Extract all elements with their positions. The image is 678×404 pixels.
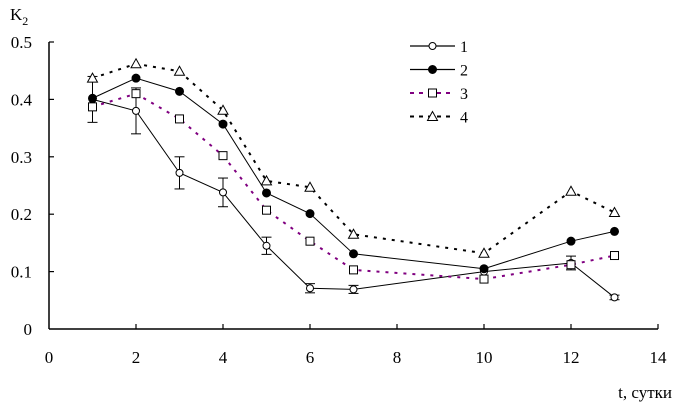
legend-label: 4 bbox=[460, 110, 468, 127]
y-axis-title: K2 bbox=[10, 5, 28, 28]
open-circle-marker bbox=[219, 188, 227, 197]
legend-item-1: 1 bbox=[410, 39, 468, 56]
open-circle-marker bbox=[262, 241, 271, 250]
open-triangle-marker bbox=[304, 181, 316, 192]
open-triangle-marker bbox=[565, 185, 577, 196]
x-tick-label: 4 bbox=[219, 348, 228, 367]
open-triangle-marker bbox=[217, 104, 229, 115]
series-line bbox=[92, 62, 615, 255]
legend-label: 1 bbox=[460, 39, 468, 56]
open-circle-marker bbox=[306, 284, 314, 293]
open-square-marker bbox=[610, 251, 619, 261]
open-triangle-marker bbox=[86, 72, 99, 83]
y-tick-label: 0.3 bbox=[11, 148, 32, 167]
filled-circle-marker bbox=[218, 119, 228, 129]
legend-label: 2 bbox=[460, 63, 468, 80]
open-circle-marker bbox=[349, 285, 358, 294]
open-square-marker bbox=[349, 265, 358, 275]
legend-item-4: 4 bbox=[410, 110, 468, 127]
filled-circle-marker bbox=[566, 236, 576, 246]
series-line bbox=[92, 98, 615, 298]
open-square-marker bbox=[566, 260, 576, 270]
open-square-marker bbox=[131, 89, 141, 99]
open-triangle-marker bbox=[260, 174, 273, 186]
x-tick-label: 14 bbox=[650, 348, 668, 367]
series-4 bbox=[86, 57, 621, 258]
filled-circle-marker bbox=[131, 73, 141, 83]
series-2 bbox=[88, 73, 619, 274]
filled-circle-marker bbox=[175, 86, 184, 96]
filled-circle-marker bbox=[262, 188, 271, 198]
open-circle-marker bbox=[610, 293, 619, 302]
filled-circle-marker bbox=[479, 264, 489, 274]
open-triangle-marker bbox=[478, 247, 490, 258]
x-tick-label: 12 bbox=[563, 348, 580, 367]
x-tick-label: 10 bbox=[476, 348, 493, 367]
series-1 bbox=[87, 75, 620, 302]
open-circle-marker bbox=[175, 168, 184, 177]
legend-item-2: 2 bbox=[410, 63, 468, 80]
x-tick-label: 8 bbox=[393, 348, 402, 367]
open-square-marker bbox=[218, 151, 228, 161]
open-square-marker bbox=[428, 88, 437, 98]
y-tick-label: 0.2 bbox=[11, 205, 32, 224]
filled-circle-marker bbox=[428, 65, 437, 74]
filled-circle-marker bbox=[349, 249, 358, 259]
x-tick-label: 0 bbox=[45, 348, 54, 367]
open-square-marker bbox=[262, 205, 271, 215]
open-triangle-marker bbox=[426, 110, 439, 121]
y-tick-label: 0.5 bbox=[11, 33, 32, 52]
legend-item-3: 3 bbox=[410, 86, 468, 103]
open-square-marker bbox=[305, 236, 315, 246]
open-triangle-marker bbox=[347, 228, 360, 239]
axes: 00.10.20.30.40.50 2 4 6 8 10 12 14 bbox=[11, 33, 667, 367]
open-circle-marker bbox=[132, 106, 140, 115]
open-square-marker bbox=[88, 102, 97, 112]
plot-series bbox=[86, 57, 621, 302]
x-tick-label: 6 bbox=[306, 348, 315, 367]
filled-circle-marker bbox=[305, 209, 315, 219]
open-triangle-marker bbox=[130, 57, 142, 69]
legend: 1 2 3 4 bbox=[410, 39, 468, 127]
legend-label: 3 bbox=[460, 86, 468, 103]
y-tick-label: 0 bbox=[24, 320, 33, 339]
open-triangle-marker bbox=[173, 65, 186, 76]
open-circle-marker bbox=[428, 42, 437, 50]
y-tick-label: 0.4 bbox=[11, 90, 33, 109]
open-square-marker bbox=[479, 274, 489, 284]
open-square-marker bbox=[175, 114, 184, 124]
open-triangle-marker bbox=[608, 206, 621, 217]
filled-circle-marker bbox=[610, 226, 619, 236]
series-3 bbox=[88, 89, 619, 284]
svg-text:K2: K2 bbox=[10, 5, 28, 28]
filled-circle-marker bbox=[88, 93, 97, 103]
x-axis-title: t, сутки bbox=[618, 383, 672, 402]
y-tick-label: 0.1 bbox=[11, 263, 32, 282]
x-tick-label: 2 bbox=[132, 348, 141, 367]
series-line bbox=[92, 77, 615, 270]
